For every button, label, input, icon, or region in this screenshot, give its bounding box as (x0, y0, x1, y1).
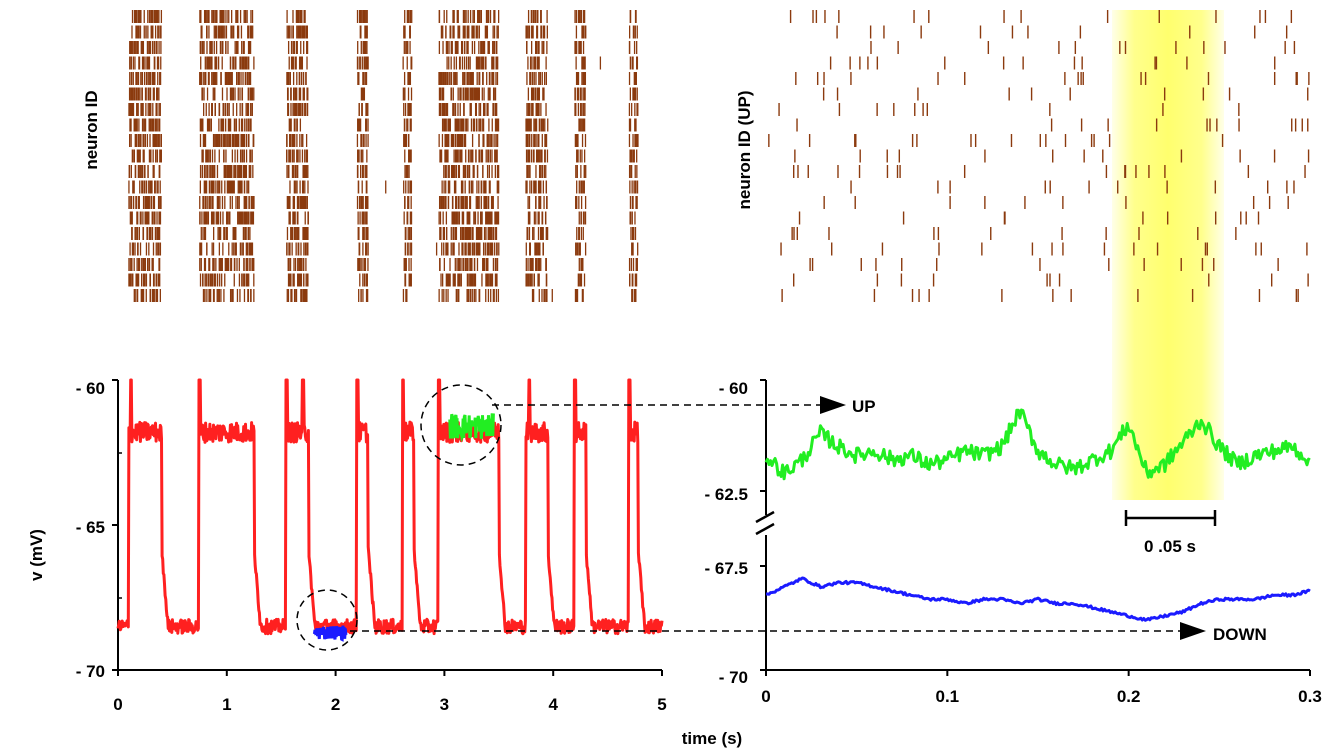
raster-left (128, 10, 639, 302)
x-ticks-right: 0 0.1 0.2 0.3 (761, 670, 1322, 706)
up-arrowhead (820, 396, 846, 414)
voltage-axes-right (755, 379, 1310, 671)
x-tick-label: 0.1 (936, 687, 960, 706)
voltage-ylabel: v (mV) (27, 529, 46, 581)
x-tick-label: 2 (331, 695, 340, 714)
scale-bar-label: 0 .05 s (1144, 537, 1196, 556)
blue-down-zoom-trace (765, 576, 1311, 622)
x-ticks-left: 0 1 2 3 4 5 (113, 670, 667, 714)
green-up-segment (448, 413, 495, 443)
y-tick-label: - 60 (719, 379, 748, 398)
x-tick-label: 0.3 (1298, 687, 1322, 706)
down-arrowhead (1180, 622, 1206, 640)
y-tick-label: - 70 (719, 668, 748, 687)
up-label: UP (852, 397, 876, 416)
time-xlabel: time (s) (682, 729, 742, 748)
y-tick-label: - 60 (76, 379, 105, 398)
scale-bar (1124, 510, 1217, 526)
up-circle (420, 384, 502, 466)
x-tick-label: 5 (657, 695, 666, 714)
down-label: DOWN (1213, 625, 1267, 644)
y-tick-label: - 67.5 (705, 559, 748, 578)
x-tick-label: 1 (222, 695, 231, 714)
y-tick-label: - 62.5 (705, 485, 748, 504)
x-tick-label: 0.2 (1117, 687, 1141, 706)
x-tick-label: 0 (761, 687, 770, 706)
x-tick-label: 0 (113, 695, 122, 714)
x-tick-label: 3 (440, 695, 449, 714)
green-up-zoom-trace (764, 408, 1311, 481)
down-circle (296, 589, 358, 651)
raster-left-ylabel: neuron ID (82, 90, 101, 169)
blue-down-segment (312, 625, 348, 642)
y-tick-label: - 70 (76, 662, 105, 681)
raster-right-ylabel: neuron ID (UP) (735, 91, 754, 210)
raster-right (768, 10, 1310, 302)
y-tick-label: - 65 (76, 518, 105, 537)
red-voltage-trace (116, 378, 664, 636)
x-tick-label: 4 (548, 695, 558, 714)
